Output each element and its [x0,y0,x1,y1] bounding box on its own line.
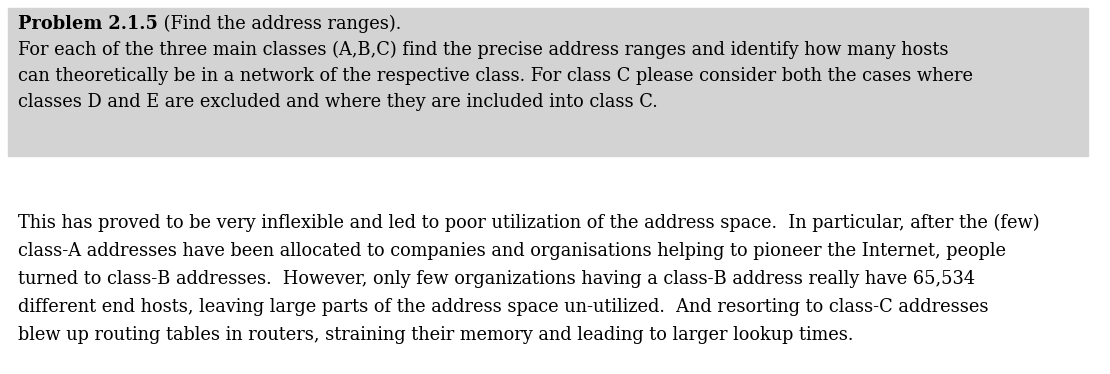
Text: turned to class-B addresses.  However, only few organizations having a class-B a: turned to class-B addresses. However, on… [18,270,975,288]
Text: class-A addresses have been allocated to companies and organisations helping to : class-A addresses have been allocated to… [18,242,1006,260]
Text: Problem 2.1.5: Problem 2.1.5 [18,15,158,33]
Text: For each of the three main classes (A,B,C) find the precise address ranges and i: For each of the three main classes (A,B,… [18,40,949,59]
Text: blew up routing tables in routers, straining their memory and leading to larger : blew up routing tables in routers, strai… [18,326,854,344]
Text: classes D and E are excluded and where they are included into class C.: classes D and E are excluded and where t… [18,93,658,111]
Text: can theoretically be in a network of the respective class. For class C please co: can theoretically be in a network of the… [18,67,973,85]
Text: (Find the address ranges).: (Find the address ranges). [158,15,401,33]
Text: This has proved to be very inflexible and led to poor utilization of the address: This has proved to be very inflexible an… [18,214,1040,232]
Text: different end hosts, leaving large parts of the address space un-utilized.  And : different end hosts, leaving large parts… [18,298,989,316]
Bar [8,8,1088,156]
